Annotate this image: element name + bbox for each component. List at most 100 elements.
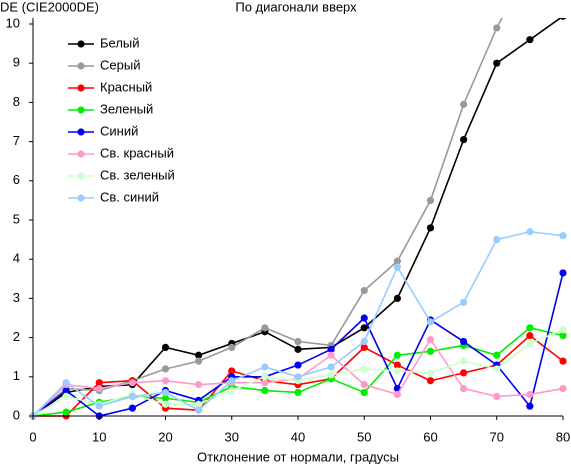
data-point xyxy=(294,361,302,369)
data-point xyxy=(95,402,103,410)
legend-marker xyxy=(77,106,85,114)
legend-label: Св. синий xyxy=(100,189,159,204)
data-point xyxy=(62,379,70,387)
y-tick-label: 9 xyxy=(13,55,20,70)
data-point xyxy=(426,335,435,344)
legend-marker xyxy=(77,40,85,48)
x-tick-label: 30 xyxy=(225,429,239,444)
data-point xyxy=(493,24,501,32)
data-point xyxy=(360,388,368,397)
legend-label: Синий xyxy=(100,123,138,138)
data-point xyxy=(360,324,368,332)
data-point xyxy=(161,394,170,402)
data-point xyxy=(360,314,368,322)
data-point xyxy=(393,351,401,359)
data-point xyxy=(426,369,435,377)
data-point xyxy=(261,324,269,332)
y-tick-label: 6 xyxy=(13,172,20,187)
x-axis-label: Отклонение от нормали, градусы xyxy=(197,449,399,464)
data-point xyxy=(460,337,468,346)
data-point xyxy=(493,59,501,67)
data-point xyxy=(460,136,468,144)
legend-label: Зеленый xyxy=(100,101,153,116)
data-point xyxy=(327,345,335,353)
legend-label: Белый xyxy=(100,35,140,50)
data-point xyxy=(493,365,501,373)
series-line xyxy=(32,230,564,417)
data-point xyxy=(62,392,70,400)
data-point xyxy=(493,236,501,244)
data-point xyxy=(261,363,269,371)
data-point xyxy=(261,379,269,387)
data-point xyxy=(327,351,335,359)
data-point xyxy=(526,324,534,332)
y-tick-label: 5 xyxy=(13,211,20,226)
data-point xyxy=(95,379,103,387)
data-point xyxy=(360,286,368,295)
plot-area xyxy=(29,18,567,420)
x-tick-label: 50 xyxy=(357,429,371,444)
chart-title: По диагонали вверх xyxy=(235,0,357,14)
data-point xyxy=(493,351,501,359)
data-point xyxy=(161,365,170,373)
data-point xyxy=(228,367,236,375)
data-point xyxy=(460,100,468,108)
data-point xyxy=(460,384,468,393)
data-point xyxy=(460,298,468,306)
data-point xyxy=(228,377,236,385)
data-point xyxy=(294,373,302,381)
data-point xyxy=(526,36,534,44)
data-point xyxy=(261,386,269,395)
data-point xyxy=(294,337,302,346)
y-tick-label: 10 xyxy=(6,15,20,30)
legend-marker xyxy=(77,194,85,202)
data-point xyxy=(128,404,136,412)
data-point xyxy=(393,361,401,369)
data-point xyxy=(195,400,203,408)
data-point xyxy=(460,369,468,377)
y-tick-label: 2 xyxy=(13,329,20,344)
data-point xyxy=(393,263,401,271)
data-point xyxy=(327,363,335,371)
data-point xyxy=(460,357,468,365)
data-point xyxy=(161,343,170,351)
data-point xyxy=(559,326,567,334)
data-point xyxy=(161,400,170,408)
x-tick-label: 60 xyxy=(423,429,437,444)
data-point xyxy=(559,18,567,20)
data-point xyxy=(360,337,368,346)
data-point xyxy=(559,332,567,340)
data-point xyxy=(426,347,435,355)
data-point xyxy=(261,373,269,381)
x-tick-label: 80 xyxy=(556,429,570,444)
data-point xyxy=(161,377,170,385)
data-point xyxy=(228,386,236,395)
y-tick-label: 0 xyxy=(13,407,20,422)
data-point xyxy=(426,224,435,232)
y-tick-label: 3 xyxy=(13,290,20,305)
y-tick-label: 7 xyxy=(13,133,20,148)
data-point xyxy=(62,386,70,395)
legend-marker xyxy=(77,150,85,158)
data-point xyxy=(195,406,203,414)
x-tick-label: 0 xyxy=(29,429,36,444)
data-point xyxy=(128,392,136,400)
data-point xyxy=(526,339,534,348)
data-point xyxy=(393,257,401,265)
data-point xyxy=(327,371,335,379)
y-tick-label: 1 xyxy=(13,368,20,383)
data-point xyxy=(228,343,236,351)
data-point xyxy=(526,390,534,399)
data-point xyxy=(62,408,70,416)
x-tick-label: 70 xyxy=(490,429,504,444)
data-point xyxy=(128,379,136,387)
data-point xyxy=(360,381,368,389)
data-point xyxy=(95,384,103,393)
legend-marker xyxy=(77,172,85,180)
data-point xyxy=(559,269,567,277)
data-point xyxy=(195,381,203,389)
data-point xyxy=(393,367,401,375)
x-tick-label: 40 xyxy=(291,429,305,444)
legend-label: Св. красный xyxy=(100,145,174,160)
